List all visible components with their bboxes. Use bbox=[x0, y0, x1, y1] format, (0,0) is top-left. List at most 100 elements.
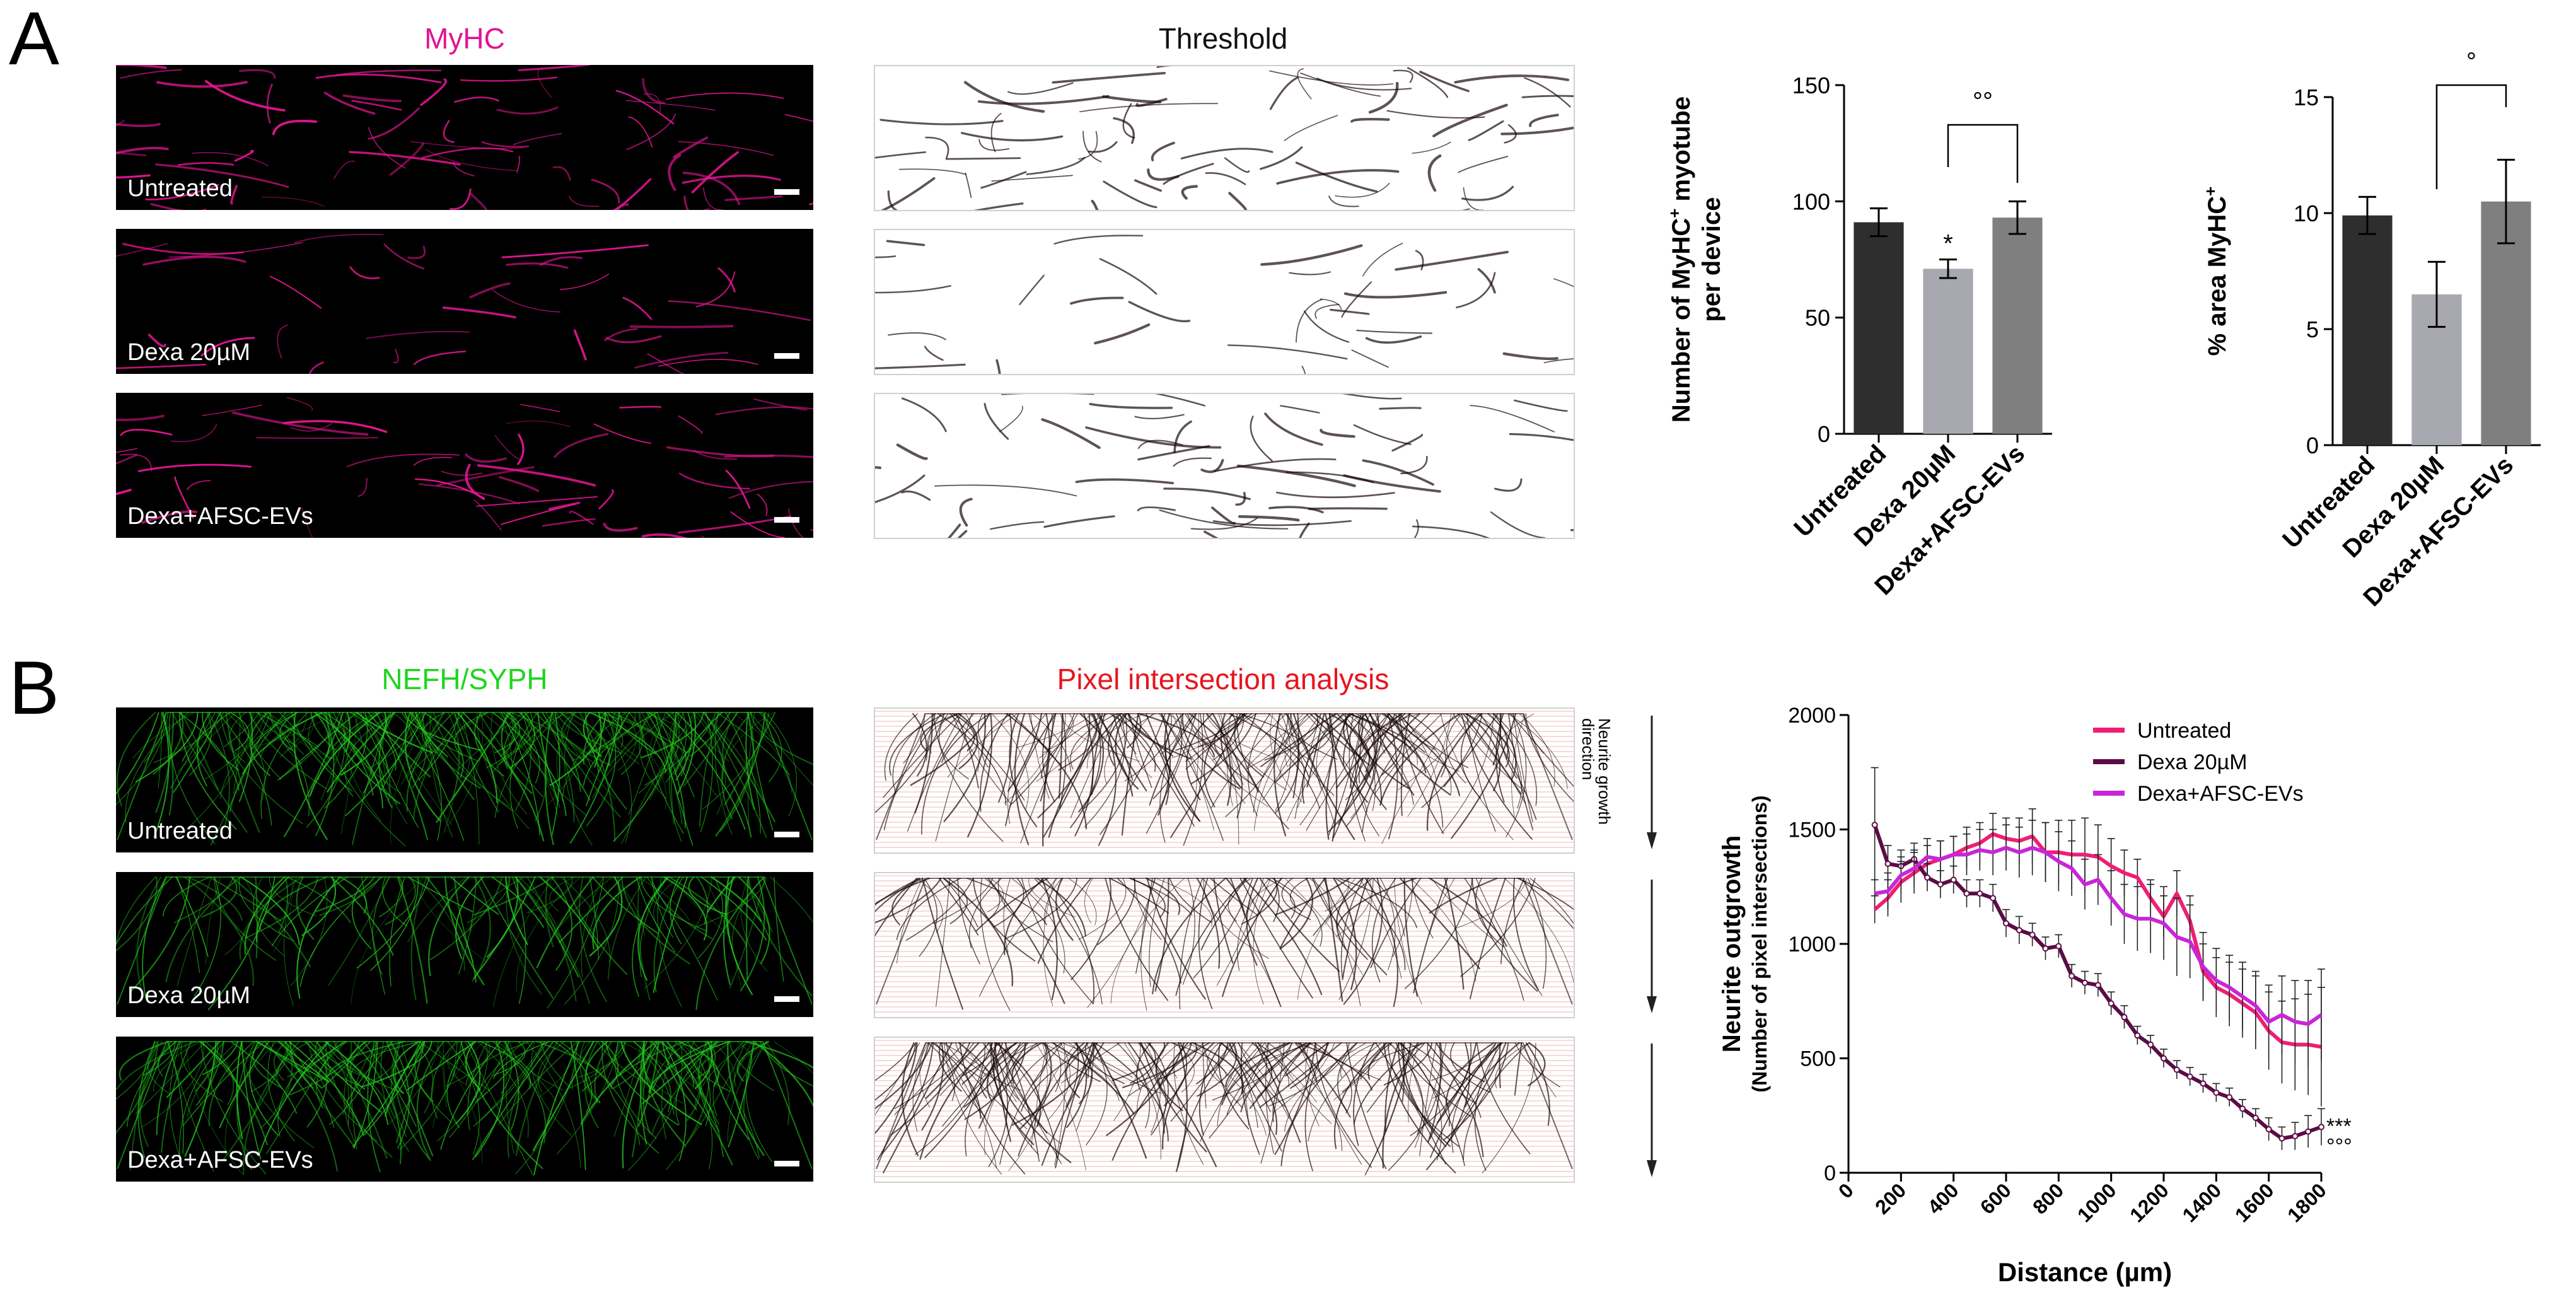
significance-circles: °°° bbox=[2326, 1134, 2352, 1158]
data-point bbox=[2278, 1135, 2285, 1142]
error-bar bbox=[1870, 207, 1888, 238]
x-tick-label: 200 bbox=[1871, 1178, 1910, 1218]
y-axis-sublabel: (Number of pixel intersections) bbox=[1748, 795, 1771, 1092]
data-point bbox=[1924, 874, 1930, 881]
comparison-bracket bbox=[1947, 124, 2019, 183]
series-2 bbox=[1871, 820, 2325, 1068]
pixel-fibers-dexa bbox=[875, 875, 1574, 1013]
data-point bbox=[2003, 920, 2009, 927]
data-point bbox=[2029, 931, 2036, 938]
row-label-dexa-evs: Dexa+AFSC-EVs bbox=[127, 503, 313, 530]
growth-direction-label-2: direction bbox=[1581, 718, 1598, 780]
neurite-fibers-untreated bbox=[116, 711, 813, 847]
bar bbox=[1854, 222, 1904, 434]
data-point bbox=[1884, 860, 1891, 867]
y-tick-label: 5 bbox=[2306, 317, 2319, 342]
row-label-untreated: Untreated bbox=[127, 175, 233, 202]
threshold-image-dexa-evs bbox=[874, 393, 1575, 539]
data-point bbox=[2042, 945, 2049, 952]
data-point bbox=[2016, 927, 2022, 934]
y-tick-label: 2000 bbox=[1788, 704, 1836, 728]
significance-circles: °° bbox=[1973, 88, 1993, 115]
data-point bbox=[1937, 881, 1944, 888]
bar bbox=[1923, 269, 1973, 434]
significance-stars: *** bbox=[2326, 1114, 2352, 1138]
x-tick-label: 1600 bbox=[2231, 1178, 2278, 1226]
svg-text:% area MyHC+: % area MyHC+ bbox=[2201, 187, 2231, 356]
data-point bbox=[2200, 1080, 2207, 1087]
bar bbox=[2342, 215, 2393, 445]
y-tick-label: 100 bbox=[1792, 189, 1830, 214]
threshold-fibers-untreated bbox=[875, 66, 1574, 210]
comparison-bracket bbox=[2435, 84, 2507, 189]
pixel-intersection-image-dexa-evs bbox=[874, 1037, 1575, 1183]
data-point bbox=[2082, 979, 2088, 986]
nefh-image-dexa: Dexa 20µM bbox=[116, 872, 813, 1017]
threshold-column-title: Threshold bbox=[1158, 22, 1288, 55]
data-point bbox=[2292, 1132, 2299, 1139]
scale-bar bbox=[774, 832, 799, 837]
y-axis-label: % area MyHC+ bbox=[2201, 187, 2231, 356]
x-tick-label: 1800 bbox=[2283, 1178, 2331, 1226]
threshold-fibers-dexa-evs bbox=[875, 394, 1574, 538]
pixel-intersection-image-untreated bbox=[874, 707, 1575, 854]
data-point bbox=[2094, 982, 2101, 989]
significance-circles: ° bbox=[2466, 48, 2476, 76]
data-point bbox=[2068, 972, 2075, 979]
data-point bbox=[2121, 1014, 2128, 1021]
x-tick-label: 1000 bbox=[2073, 1178, 2121, 1226]
pixel-intersection-image-dexa bbox=[874, 872, 1575, 1018]
y-tick-label: 500 bbox=[1800, 1047, 1836, 1071]
y-tick-label: 150 bbox=[1792, 73, 1830, 98]
data-point bbox=[2252, 1114, 2259, 1121]
data-point bbox=[2161, 1055, 2167, 1062]
error-bar bbox=[2428, 260, 2445, 328]
x-tick-label: 600 bbox=[1976, 1178, 2016, 1218]
data-point bbox=[1950, 876, 1957, 883]
scale-bar bbox=[774, 1161, 799, 1166]
myhc-column-title: MyHC bbox=[424, 22, 505, 55]
nefh-image-dexa-evs: Dexa+AFSC-EVs bbox=[116, 1037, 813, 1182]
data-point bbox=[2108, 1000, 2115, 1007]
data-point bbox=[2186, 1073, 2193, 1080]
y-tick-label: 50 bbox=[1805, 305, 1830, 331]
data-point bbox=[2173, 1066, 2180, 1073]
data-point bbox=[1871, 822, 1878, 829]
data-point bbox=[1990, 895, 1997, 902]
row-label-dexa: Dexa 20µM bbox=[127, 982, 251, 1009]
panel-letter-b: B bbox=[9, 646, 60, 730]
pixel-fibers-untreated bbox=[875, 711, 1574, 848]
nefh-syph-column-title: NEFH/SYPH bbox=[381, 663, 548, 695]
myhc-fibers-untreated bbox=[116, 65, 813, 210]
significance-star: * bbox=[1943, 230, 1953, 258]
error-bar bbox=[1939, 259, 1957, 279]
data-point bbox=[1963, 890, 1970, 897]
y-tick-label: 0 bbox=[2306, 433, 2319, 458]
svg-text:Number of MyHC+ myotubeper dev: Number of MyHC+ myotubeper device bbox=[1665, 96, 1726, 422]
threshold-image-dexa bbox=[874, 229, 1575, 375]
data-point bbox=[2147, 1041, 2154, 1048]
data-point bbox=[2305, 1128, 2312, 1135]
scale-bar bbox=[774, 996, 799, 1002]
data-point bbox=[2239, 1105, 2246, 1112]
growth-direction-label-1: Neurite growth bbox=[1595, 718, 1614, 825]
scale-bar bbox=[774, 189, 799, 195]
arrow-down-icon bbox=[1647, 716, 1657, 1177]
legend-label: Dexa 20µM bbox=[2137, 750, 2248, 774]
data-point bbox=[2226, 1094, 2233, 1101]
series-line bbox=[1874, 846, 2323, 1026]
row-label-dexa-evs: Dexa+AFSC-EVs bbox=[127, 1147, 313, 1173]
x-axis-label: Distance (µm) bbox=[1998, 1257, 2172, 1287]
myotube-count-bar-chart: Number of MyHC+ myotubeper device 0 50 100 1… bbox=[1665, 73, 2052, 600]
threshold-fibers-dexa bbox=[875, 235, 1574, 374]
neurite-fibers-dexa bbox=[116, 876, 813, 1011]
y-axis-label: Neurite outgrowth bbox=[1718, 835, 1746, 1052]
panel-letter-a: A bbox=[9, 0, 60, 81]
error-bar bbox=[2009, 200, 2026, 235]
y-axis-label: Number of MyHC+ myotubeper device bbox=[1665, 96, 1726, 422]
data-point bbox=[1976, 890, 1983, 897]
legend-label: Dexa+AFSC-EVs bbox=[2137, 782, 2304, 806]
neurite-fibers-dexa-evs bbox=[116, 1040, 813, 1176]
